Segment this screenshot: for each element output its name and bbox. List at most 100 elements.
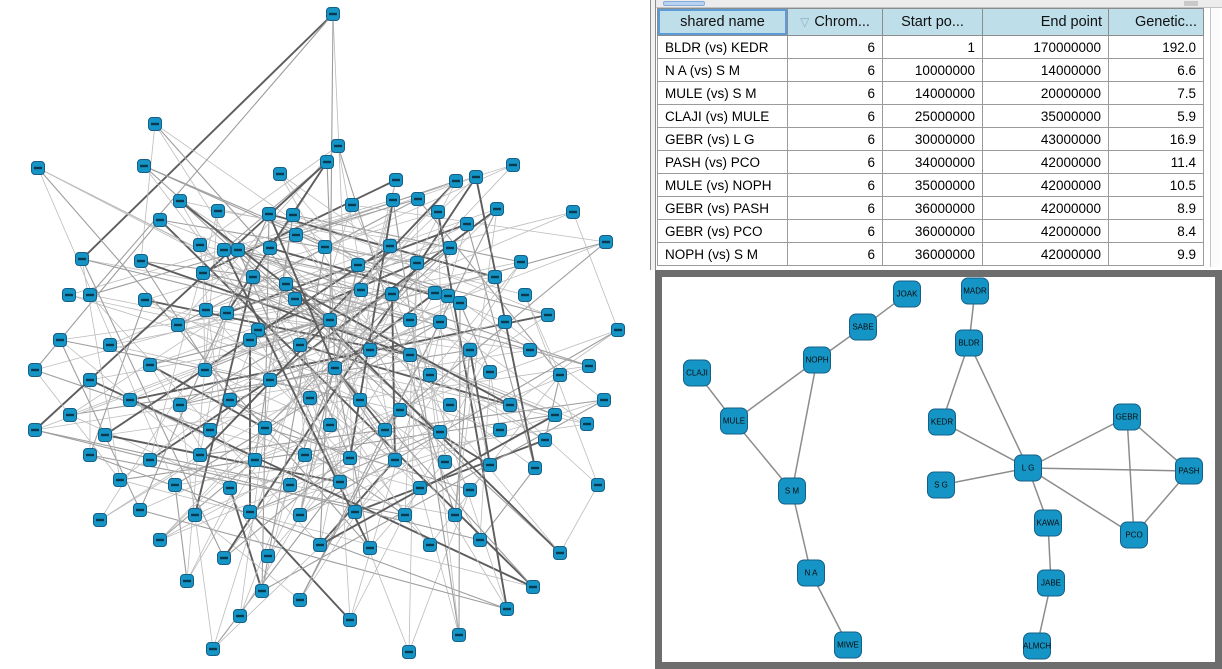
network-node[interactable] xyxy=(62,288,76,302)
cell-value[interactable]: 6 xyxy=(787,173,883,197)
network-node[interactable] xyxy=(323,313,337,327)
network-node[interactable] xyxy=(217,243,231,257)
network-node[interactable] xyxy=(503,398,517,412)
subnetwork-node-kedr[interactable]: KEDR xyxy=(928,408,956,436)
network-node[interactable] xyxy=(168,478,182,492)
cell-value[interactable]: 42000000 xyxy=(982,150,1109,174)
network-node[interactable] xyxy=(413,481,427,495)
network-node[interactable] xyxy=(83,288,97,302)
hscrollbar-piece[interactable] xyxy=(1184,1,1198,6)
network-node[interactable] xyxy=(469,170,483,184)
cell-value[interactable]: 25000000 xyxy=(882,104,983,128)
subnetwork-node-almch[interactable]: ALMCH xyxy=(1023,632,1051,660)
subnetwork-edge-noph-s-m[interactable] xyxy=(791,359,818,492)
network-node[interactable] xyxy=(428,286,442,300)
network-node[interactable] xyxy=(246,270,260,284)
cell-value[interactable]: 5.9 xyxy=(1108,104,1204,128)
cell-value[interactable]: 16.9 xyxy=(1108,127,1204,151)
network-node[interactable] xyxy=(388,453,402,467)
network-node[interactable] xyxy=(597,393,611,407)
subnetwork-node-pco[interactable]: PCO xyxy=(1120,521,1148,549)
network-node[interactable] xyxy=(258,421,272,435)
subnetwork-node-n-a[interactable]: N A xyxy=(797,559,825,587)
network-node[interactable] xyxy=(506,158,520,172)
network-node[interactable] xyxy=(320,155,334,169)
network-node[interactable] xyxy=(196,266,210,280)
network-node[interactable] xyxy=(286,208,300,222)
cell-value[interactable]: 20000000 xyxy=(982,81,1109,105)
network-node[interactable] xyxy=(203,423,217,437)
network-node[interactable] xyxy=(423,368,437,382)
network-node[interactable] xyxy=(363,343,377,357)
cell-value[interactable]: 36000000 xyxy=(882,196,983,220)
network-node[interactable] xyxy=(526,580,540,594)
network-node[interactable] xyxy=(553,546,567,560)
network-node[interactable] xyxy=(385,287,399,301)
cell-value[interactable]: 14000000 xyxy=(982,58,1109,82)
network-node[interactable] xyxy=(279,277,293,291)
network-node[interactable] xyxy=(263,373,277,387)
subnetwork-node-s-g[interactable]: S G xyxy=(927,471,955,499)
network-node[interactable] xyxy=(173,398,187,412)
table-row[interactable]: MULE (vs) NOPH 6 35000000 42000000 10.5 xyxy=(657,173,1204,197)
cell-shared-name[interactable]: GEBR (vs) PCO xyxy=(657,219,788,243)
table-row[interactable]: CLAJI (vs) MULE 6 25000000 35000000 5.9 xyxy=(657,104,1204,128)
cell-value[interactable]: 8.9 xyxy=(1108,196,1204,220)
network-node[interactable] xyxy=(398,508,412,522)
network-node[interactable] xyxy=(180,574,194,588)
network-node[interactable] xyxy=(363,541,377,555)
network-node[interactable] xyxy=(261,549,275,563)
network-node[interactable] xyxy=(348,505,362,519)
cell-value[interactable]: 192.0 xyxy=(1108,35,1204,59)
cell-shared-name[interactable]: PASH (vs) PCO xyxy=(657,150,788,174)
network-node[interactable] xyxy=(441,289,455,303)
subnetwork-node-sabe[interactable]: SABE xyxy=(849,313,877,341)
network-node[interactable] xyxy=(328,361,342,375)
cell-value[interactable]: 6 xyxy=(787,150,883,174)
network-node[interactable] xyxy=(500,602,514,616)
cell-value[interactable]: 6 xyxy=(787,81,883,105)
network-node[interactable] xyxy=(488,270,502,284)
table-row[interactable]: GEBR (vs) PCO 6 36000000 42000000 8.4 xyxy=(657,219,1204,243)
cell-value[interactable]: 34000000 xyxy=(882,150,983,174)
network-node[interactable] xyxy=(393,403,407,417)
network-node[interactable] xyxy=(453,296,467,310)
network-node[interactable] xyxy=(138,293,152,307)
cell-shared-name[interactable]: MULE (vs) S M xyxy=(657,81,788,105)
network-node[interactable] xyxy=(255,584,269,598)
network-node[interactable] xyxy=(599,235,613,249)
table-vertical-scrollbar[interactable] xyxy=(1210,8,1220,267)
subnetwork-edge-s-m-n-a[interactable] xyxy=(791,490,812,574)
network-node[interactable] xyxy=(493,423,507,437)
cell-value[interactable]: 42000000 xyxy=(982,219,1109,243)
network-node[interactable] xyxy=(611,323,625,337)
network-node[interactable] xyxy=(518,288,532,302)
network-node[interactable] xyxy=(283,478,297,492)
cell-value[interactable]: 6 xyxy=(787,127,883,151)
network-node[interactable] xyxy=(173,194,187,208)
cell-value[interactable]: 10000000 xyxy=(882,58,983,82)
subnetwork-edge-s-g-l-g[interactable] xyxy=(940,467,1029,486)
network-node[interactable] xyxy=(188,508,202,522)
network-node[interactable] xyxy=(389,173,403,187)
network-node[interactable] xyxy=(490,202,504,216)
network-node[interactable] xyxy=(273,167,287,181)
network-node[interactable] xyxy=(313,538,327,552)
hscrollbar-thumb[interactable] xyxy=(663,1,705,6)
cell-value[interactable]: 11.4 xyxy=(1108,150,1204,174)
subnetwork-node-jabe[interactable]: JABE xyxy=(1037,569,1065,597)
network-node[interactable] xyxy=(28,363,42,377)
table-horizontal-scrollbar[interactable] xyxy=(656,0,1222,8)
subnetwork-edge-l-g-pash[interactable] xyxy=(1027,467,1190,472)
cell-shared-name[interactable]: GEBR (vs) PASH xyxy=(657,196,788,220)
network-node[interactable] xyxy=(411,192,425,206)
table-row[interactable]: N A (vs) S M 6 10000000 14000000 6.6 xyxy=(657,58,1204,82)
column-header-chrom[interactable]: ▽ Chrom... xyxy=(787,8,883,36)
subnetwork-node-claji[interactable]: CLAJI xyxy=(683,359,711,387)
subnetwork-edge-kedr-l-g[interactable] xyxy=(941,421,1029,469)
subnetwork-node-kawa[interactable]: KAWA xyxy=(1034,509,1062,537)
network-node[interactable] xyxy=(289,228,303,242)
cell-value[interactable]: 30000000 xyxy=(882,127,983,151)
subnetwork-edge-l-g-gebr[interactable] xyxy=(1027,416,1128,469)
network-node[interactable] xyxy=(403,348,417,362)
